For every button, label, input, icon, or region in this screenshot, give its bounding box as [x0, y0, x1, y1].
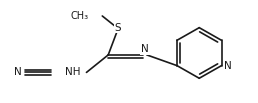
Text: N: N — [224, 61, 232, 71]
Text: N: N — [141, 44, 149, 54]
Text: N: N — [14, 67, 22, 77]
Text: S: S — [115, 23, 122, 33]
Text: NH: NH — [65, 67, 80, 77]
Text: CH₃: CH₃ — [70, 11, 88, 21]
